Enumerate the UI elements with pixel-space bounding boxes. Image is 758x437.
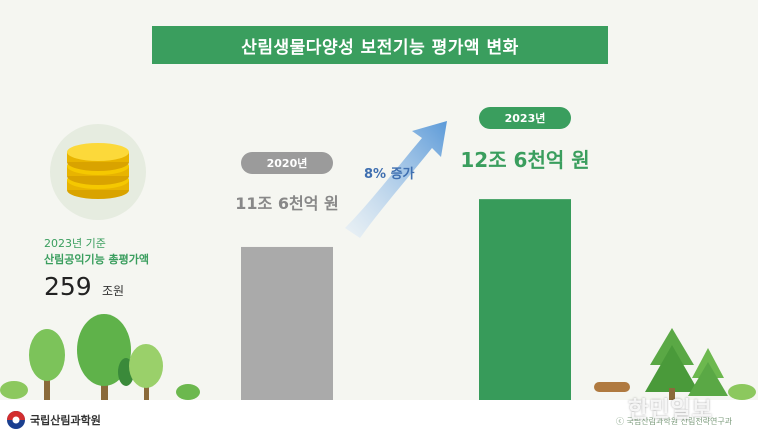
bar-chart: [241, 199, 571, 400]
left-trees-icon: [0, 314, 200, 400]
reference-total-value: 259: [44, 272, 92, 301]
bar-value-label-2023: 12조 6천억 원: [460, 148, 590, 172]
bar-value-label-2020: 11조 6천억 원: [235, 194, 339, 213]
bar-2020: [241, 246, 333, 400]
coin-stack-icon: [67, 143, 129, 199]
bar-2023: [479, 199, 571, 400]
chart-title: 산림생물다양성 보전기능 평가액 변화: [152, 26, 608, 64]
government-emblem-icon: [7, 411, 25, 429]
right-trees-icon: [594, 328, 756, 400]
watermark-logo: 한민일보: [628, 398, 713, 423]
category-tag-2020: 2020년: [241, 152, 333, 174]
growth-arrow: [345, 121, 447, 238]
organization-name: 국립산림과학원: [30, 414, 101, 427]
growth-label: 8% 증가: [364, 167, 415, 182]
copyright-text: ⓒ 국립산림과학원 산림전략연구과: [616, 417, 733, 426]
category-tag-2023: 2023년: [479, 107, 571, 129]
reference-unit: 조원: [102, 284, 125, 298]
footer-bar: [0, 400, 758, 437]
reference-description: 산림공익기능 총평가액: [44, 253, 150, 266]
reference-year-label: 2023년 기준: [44, 237, 106, 250]
